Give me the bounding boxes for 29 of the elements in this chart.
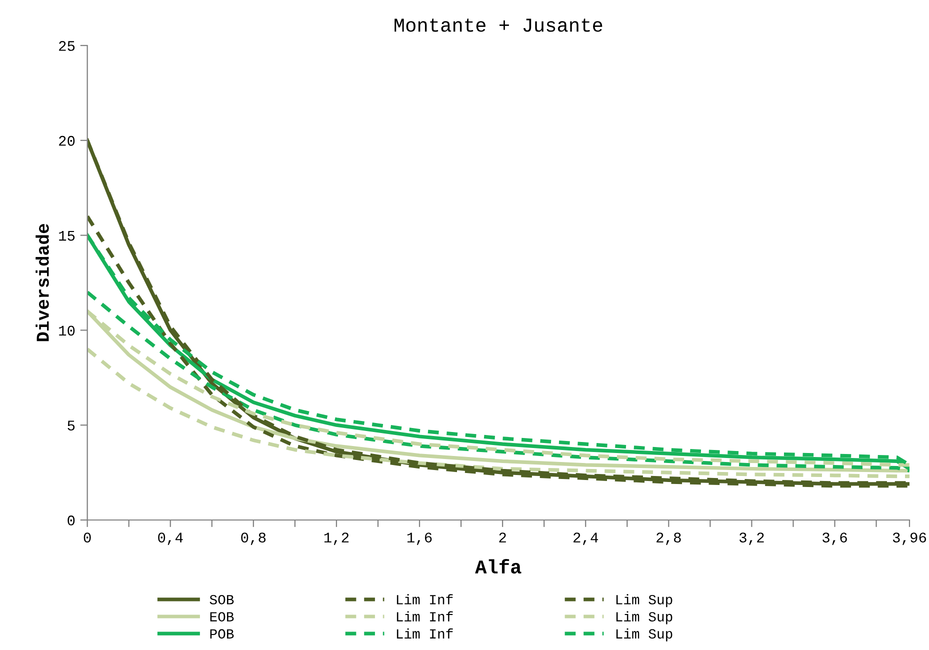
- x-tick-label: 2,4: [574, 532, 598, 545]
- x-tick-label: 0,4: [158, 532, 183, 545]
- y-tick-label: 0: [68, 516, 75, 526]
- x-tick-label: 3,6: [822, 532, 847, 545]
- x-tick-label: 3,96: [892, 532, 926, 545]
- legend-label: EOB: [210, 612, 234, 622]
- y-tick-label: 25: [59, 41, 75, 51]
- legend-label: Lim Inf: [396, 611, 453, 622]
- y-tick-label: 5: [68, 420, 75, 431]
- legend-label: Lim Inf: [396, 594, 453, 604]
- x-tick-label: 1,2: [324, 532, 349, 545]
- y-tick-label: 15: [59, 230, 75, 241]
- y-tick-label: 10: [59, 326, 75, 336]
- x-tick-label: 0: [84, 532, 91, 543]
- legend-label: Lim Sup: [616, 594, 672, 608]
- legend-label: Lim Inf: [396, 628, 453, 638]
- x-tick-label: 0,8: [241, 532, 266, 545]
- x-tick-label: 3,2: [739, 532, 764, 545]
- legend-label: POB: [210, 629, 234, 639]
- y-tick-label: 20: [59, 136, 75, 146]
- x-axis-title: Alfa: [475, 559, 522, 574]
- x-tick-label: 1,6: [407, 532, 432, 545]
- chart-title: Montante + Jusante: [394, 18, 602, 32]
- x-tick-label: 2,8: [656, 532, 681, 545]
- legend-label: Lim Sup: [616, 628, 672, 642]
- legend-label: Lim Sup: [616, 611, 672, 624]
- legend-label: SOB: [210, 594, 234, 604]
- y-axis-title: Diversidade: [36, 224, 49, 342]
- x-tick-label: 2: [499, 532, 506, 542]
